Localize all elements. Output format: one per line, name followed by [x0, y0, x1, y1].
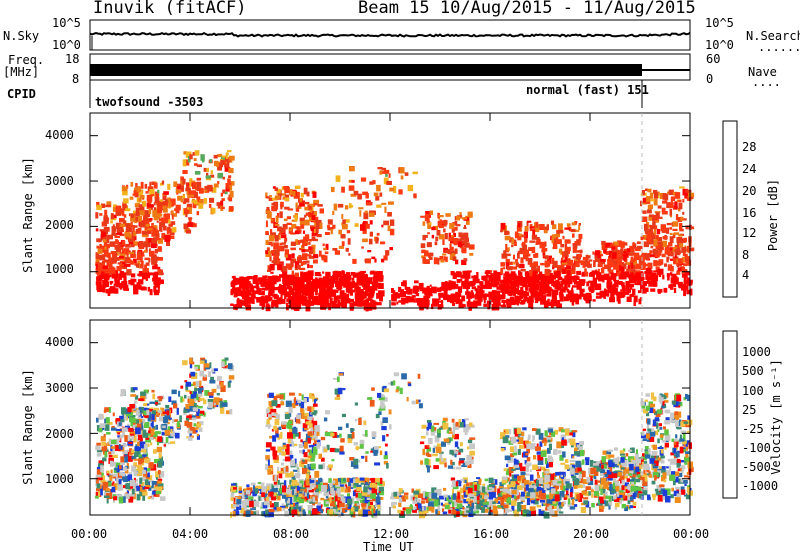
cb2-tick-m25: -25	[742, 422, 764, 436]
xtick-2400: 00:00	[673, 527, 710, 541]
nsky-right-tick-top: 10^5	[705, 16, 734, 30]
p2-ytick-1000: 1000	[45, 472, 74, 486]
cb2-tick-m100: -100	[742, 441, 771, 455]
p2-ytick-4000: 4000	[45, 335, 74, 349]
nsky-right-tick-bottom: 10^0	[705, 38, 734, 52]
nsearch-label: N.Search	[746, 29, 800, 43]
p1-ytick-1000: 1000	[45, 262, 74, 276]
cb1-tick-16: 16	[742, 206, 757, 220]
p2-ylabel: Slant Range [km]	[20, 369, 35, 485]
cpid-label: CPID	[7, 87, 36, 101]
nave-tick-bottom: 0	[706, 72, 714, 86]
xtick-0800: 08:00	[273, 527, 310, 541]
nsky-tick-top: 10^5	[52, 16, 81, 30]
cb1-label: Power [dB]	[766, 178, 781, 252]
cpid-mode-twofsound: twofsound -3503	[95, 95, 204, 109]
p2-ytick-2000: 2000	[45, 427, 74, 441]
p2-ytick-3000: 3000	[45, 381, 74, 395]
cb2-tick-1000: 1000	[742, 345, 771, 359]
p1-ytick-2000: 2000	[45, 218, 74, 232]
cb1-tick-20: 20	[742, 184, 757, 198]
cb1-tick-12: 12	[742, 226, 757, 240]
nave-label: Nave	[748, 65, 777, 79]
nave-tick-top: 60	[706, 52, 721, 66]
cb2-tick-m1000: -1000	[742, 479, 779, 493]
cb1-tick-4: 4	[742, 268, 750, 282]
xtick-2000: 20:00	[573, 527, 610, 541]
nsky-panel	[89, 19, 691, 51]
cb1-tick-24: 24	[742, 162, 757, 176]
p1-ytick-4000: 4000	[45, 128, 74, 142]
cb2-tick-25: 25	[742, 403, 757, 417]
freq-label-line2: [MHz]	[3, 65, 40, 79]
cpid-mode-normal: normal (fast) 151	[526, 83, 649, 97]
nsky-trace	[89, 31, 691, 38]
nsearch-dots: ......	[758, 40, 800, 54]
xtick-0000: 00:00	[71, 527, 108, 541]
cb2-tick-m500: -500	[742, 460, 771, 474]
cb2-label: Velocity [m s⁻¹]	[768, 359, 783, 475]
freq-label-line1: Freq.	[8, 53, 45, 67]
freq-tick-top: 18	[65, 52, 80, 66]
x-axis-label: Time UT	[363, 540, 414, 554]
power-colorbar-frame	[722, 120, 738, 298]
velocity-colorbar-frame	[722, 330, 738, 499]
p1-ylabel: Slant Range [km]	[20, 157, 35, 273]
nave-dots: ....	[752, 75, 781, 89]
cb2-tick-500: 500	[742, 364, 764, 378]
freq-band	[90, 64, 642, 76]
cb1-tick-8: 8	[742, 248, 750, 262]
freq-tick-bottom: 8	[72, 72, 80, 86]
p1-ytick-3000: 3000	[45, 174, 74, 188]
nsky-label: N.Sky	[3, 29, 40, 43]
xtick-0400: 04:00	[172, 527, 209, 541]
cb2-tick-100: 100	[742, 384, 764, 398]
xtick-1600: 16:00	[473, 527, 510, 541]
cb1-tick-28: 28	[742, 140, 757, 154]
beam-date-title: Beam 15 10/Aug/2015 - 11/Aug/2015	[358, 0, 696, 18]
station-title: Inuvik (fitACF)	[93, 0, 247, 18]
xtick-1200: 12:00	[373, 527, 410, 541]
nsky-tick-bottom: 10^0	[52, 38, 81, 52]
